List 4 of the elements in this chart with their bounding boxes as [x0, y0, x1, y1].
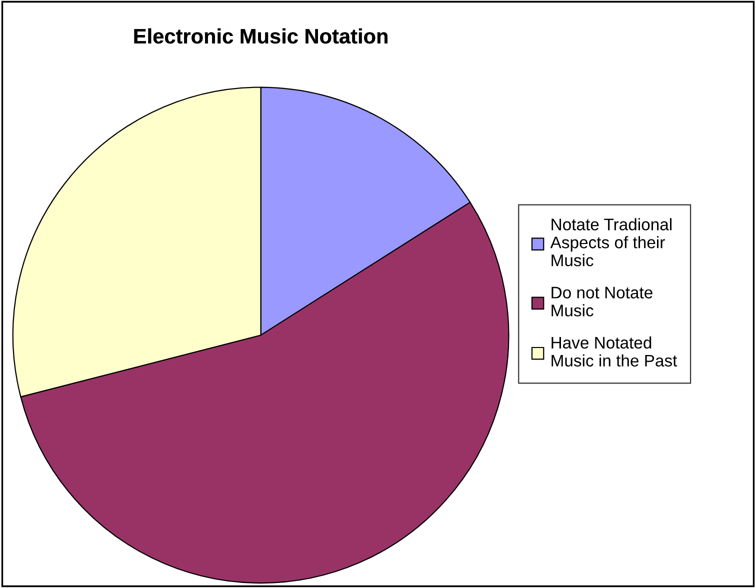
legend-label: Do not Notate Music [552, 286, 652, 316]
legend-label: Have Notated Music in the Past [552, 336, 678, 367]
chart-title: Electronic Music Notation [134, 28, 388, 44]
legend-label: Notate Tradional Aspects of their Music [550, 218, 672, 266]
